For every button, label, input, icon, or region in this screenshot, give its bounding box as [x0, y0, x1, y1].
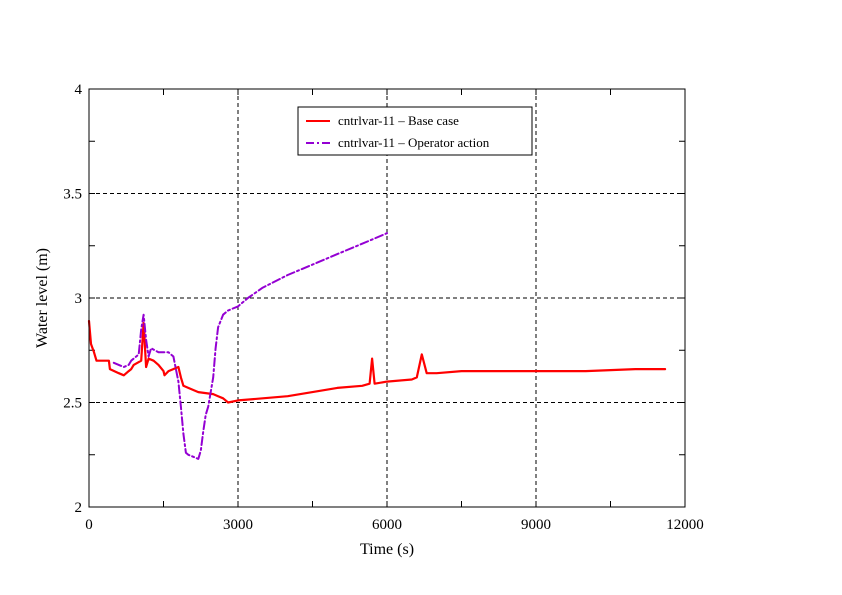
data-series [87, 232, 667, 460]
y-tick-label: 3 [75, 291, 83, 307]
legend: cntrlvar-11 – Base case cntrlvar-11 – Op… [297, 106, 533, 156]
legend-label-base-case: cntrlvar-11 – Base case [338, 113, 459, 128]
series-line-operator-action [112, 232, 388, 460]
x-tick-label: 0 [85, 517, 93, 533]
series-line-base-case [87, 319, 667, 404]
y-axis-title: Water level (m) [34, 248, 51, 348]
x-tick-label: 9000 [521, 517, 551, 533]
x-tick-label: 12000 [666, 517, 704, 533]
y-tick-label: 4 [75, 82, 83, 98]
grid-lines [89, 89, 685, 507]
x-tick-label: 6000 [372, 517, 402, 533]
plot-frame [88, 88, 686, 508]
y-tick-label: 2.5 [63, 396, 82, 412]
x-tick-label: 3000 [223, 517, 253, 533]
tick-labels: 0 3000 6000 9000 12000 2 2.5 3 3.5 4 [63, 82, 704, 533]
x-axis-title: Time (s) [360, 541, 414, 558]
y-tick-label: 2 [75, 500, 83, 516]
legend-label-operator-action: cntrlvar-11 – Operator action [338, 135, 490, 150]
legend-box [297, 106, 533, 156]
y-tick-label: 3.5 [63, 187, 82, 203]
